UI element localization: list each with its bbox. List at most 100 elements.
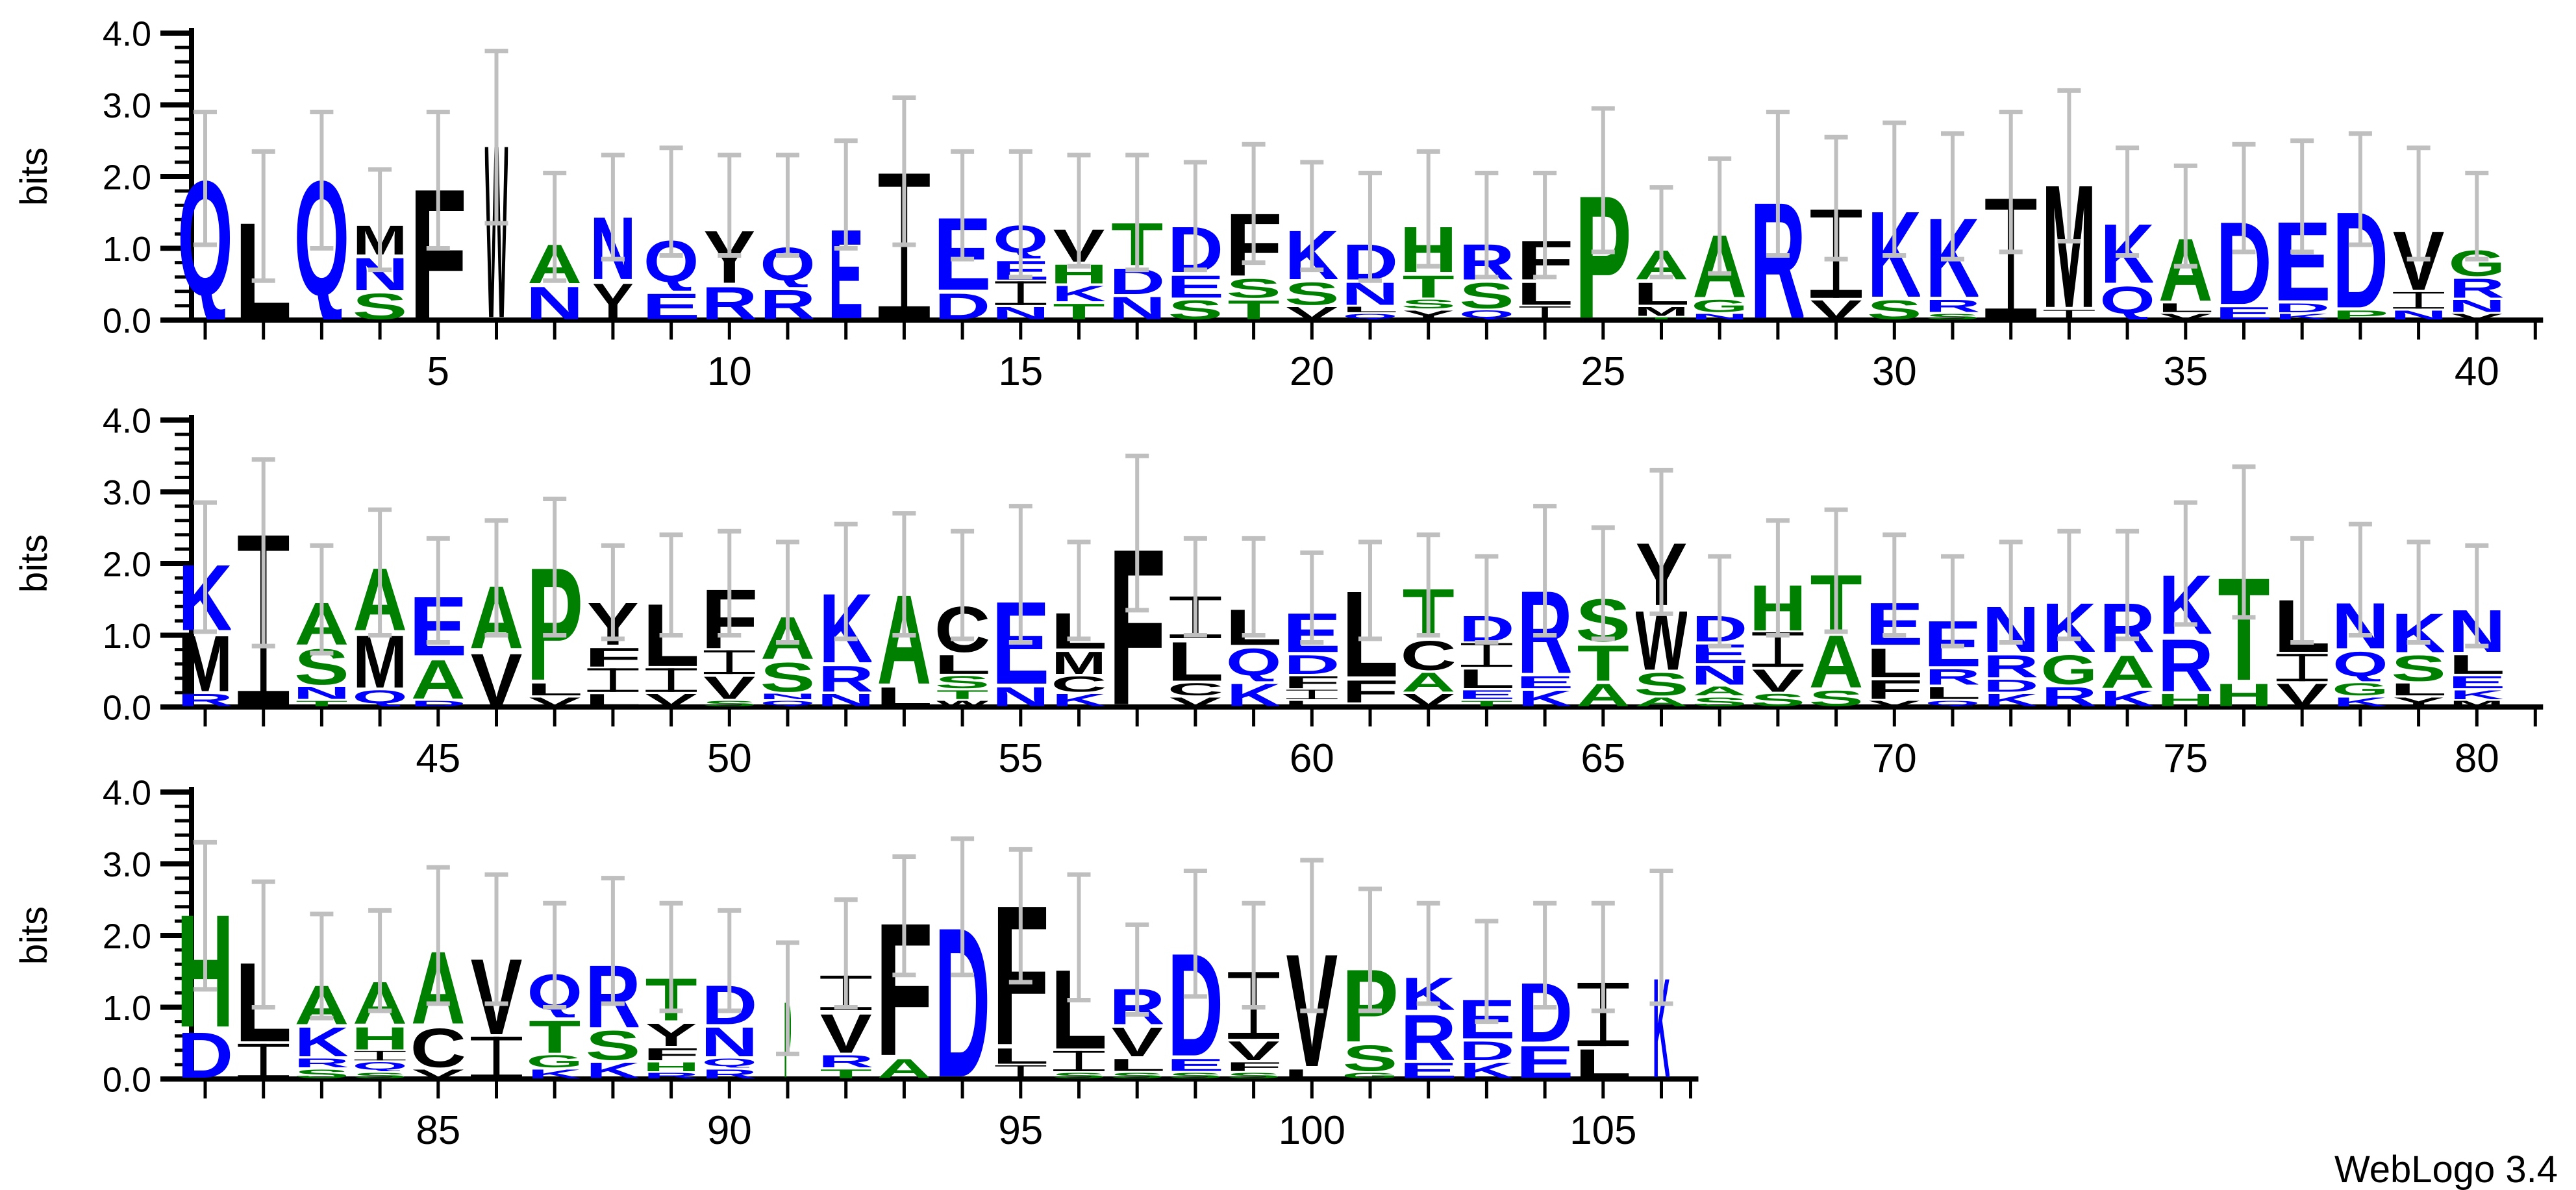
y-tick-label: 0.0 [103, 1060, 151, 1099]
logo-letter-84-S: S [355, 1072, 406, 1078]
logo-letter-36-E: E [2214, 303, 2273, 323]
error-bar-94 [951, 836, 975, 978]
error-bar-50 [718, 528, 742, 638]
logo-letter-80-E: E [2451, 675, 2503, 688]
logo-letter-71-R: R [1927, 668, 1979, 685]
logo-letter-55-N: N [992, 682, 1049, 712]
logo-letter-15-N: N [995, 306, 1046, 319]
svg-text:N: N [992, 682, 1049, 712]
svg-text:V: V [1344, 704, 1396, 707]
error-bar-64 [1533, 504, 1557, 638]
svg-text:S: S [1401, 297, 1456, 312]
error-bar-91 [776, 940, 799, 1056]
error-bar-25 [1591, 106, 1615, 254]
logo-letter-26-L: L [1636, 281, 1687, 305]
error-bar-78 [2348, 521, 2372, 638]
logo-letter-80-L: L [2451, 654, 2503, 674]
svg-text:F: F [1283, 673, 1341, 692]
svg-text:L: L [526, 680, 584, 699]
logo-letter-62-V: V [1403, 691, 1455, 710]
error-bar-2 [251, 149, 275, 283]
logo-letter-75-R: R [2158, 624, 2214, 708]
logo-letter-87-K: K [529, 1069, 581, 1078]
error-bar-5 [426, 110, 450, 251]
logo-letter-97-S: S [1112, 1072, 1163, 1078]
logo-letter-92-T: T [820, 1069, 871, 1078]
x-tick-label: 10 [707, 349, 752, 394]
logo-stack-104: ED [1519, 979, 1571, 1078]
y-tick-label: 1.0 [103, 989, 151, 1028]
svg-text:R: R [177, 691, 233, 710]
error-bar-4 [368, 167, 392, 273]
logo-letter-21-N: N [1345, 281, 1396, 305]
error-bar-14 [951, 149, 975, 262]
error-bar-82 [251, 879, 275, 1010]
logo-letter-29-V: V [1810, 295, 1862, 325]
error-bar-68 [1766, 518, 1790, 638]
y-tick-label: 3.0 [103, 473, 151, 512]
svg-text:V: V [1403, 691, 1455, 710]
svg-text:L: L [992, 1044, 1049, 1069]
error-bar-71 [1941, 554, 1964, 649]
svg-text:V: V [471, 638, 523, 722]
logo-letter-27-G: G [1694, 299, 1745, 312]
y-tick-label: 2.0 [103, 545, 151, 584]
logo-letter-37-D: D [2277, 303, 2328, 312]
logo-letter-19-T: T [1228, 299, 1279, 319]
logo-letter-101-G: G [1345, 1072, 1396, 1078]
logo-letter-73-G: G [2044, 654, 2095, 685]
svg-text:Q: Q [1459, 308, 1514, 320]
y-tick-label: 2.0 [103, 158, 151, 197]
error-bar-16 [1067, 153, 1091, 269]
error-bar-43 [310, 543, 334, 656]
logo-letter-31-S: S [1927, 314, 1979, 319]
y-tick-label: 2.0 [103, 917, 151, 956]
logo-letter-30-S: S [1869, 299, 1920, 319]
error-bar-63 [1475, 554, 1499, 645]
svg-text:L: L [1108, 1056, 1166, 1075]
svg-text:A: A [1692, 684, 1747, 699]
logo-letter-67-S: S [1694, 697, 1745, 706]
logo-letter-18-S: S [1169, 299, 1221, 319]
svg-text:V: V [1810, 295, 1862, 325]
logo-letter-90-Q: Q [702, 1056, 757, 1068]
svg-text:K: K [1052, 691, 1107, 710]
svg-text:D: D [410, 699, 466, 708]
logo-letter-23-S: S [1461, 281, 1512, 308]
logo-letter-41-M: M [180, 632, 231, 692]
logo-letter-78-Q: Q [2334, 651, 2386, 682]
svg-text:C: C [410, 1017, 466, 1080]
y-axis-row-2: 0.0 1.0 2.0 3.0 4.0 bits [13, 401, 194, 727]
error-bar-12 [834, 138, 858, 251]
svg-text:H: H [2157, 690, 2214, 710]
logo-letter-90-N: N [704, 1026, 755, 1057]
logo-letter-16-K: K [1053, 285, 1105, 302]
logo-letter-60-F: F [1283, 673, 1341, 692]
error-bar-40 [2465, 170, 2489, 262]
logo-letter-85-V: V [412, 1069, 464, 1078]
svg-text:Q: Q [702, 1056, 757, 1068]
error-bar-99 [1242, 900, 1266, 1010]
svg-text:T: T [1635, 317, 1687, 320]
svg-text:R: R [2158, 624, 2214, 708]
x-tick-label: 35 [2163, 349, 2208, 394]
svg-text:Q: Q [1226, 640, 1281, 684]
logo-letter-65-T: T [1577, 643, 1629, 682]
logo-letter-49-I [645, 668, 697, 692]
svg-text:E: E [2214, 303, 2273, 323]
svg-text:R: R [1401, 1001, 1457, 1074]
error-bar-48 [601, 543, 625, 641]
error-bar-28 [1766, 110, 1790, 258]
error-bar-42 [251, 457, 275, 649]
svg-text:Y: Y [592, 273, 634, 330]
svg-text:W: W [936, 699, 989, 708]
error-bar-13 [892, 95, 916, 247]
svg-text:R: R [701, 277, 757, 328]
error-bar-15 [1008, 149, 1032, 280]
error-bar-10 [718, 153, 742, 258]
svg-text:V: V [2276, 678, 2328, 713]
logo-letter-18-E: E [1169, 274, 1221, 298]
logo-letter-23-Q: Q [1459, 308, 1514, 320]
error-bar-22 [1416, 149, 1440, 269]
y-tick-label: 4.0 [103, 401, 151, 440]
